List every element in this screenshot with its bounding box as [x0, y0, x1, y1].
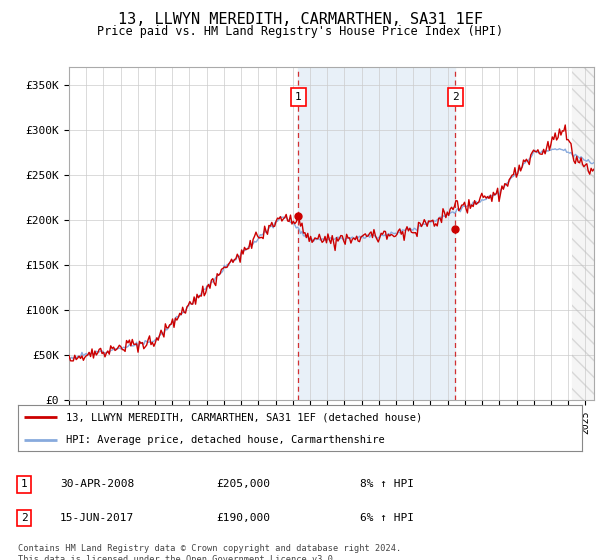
Text: Price paid vs. HM Land Registry's House Price Index (HPI): Price paid vs. HM Land Registry's House … — [97, 25, 503, 38]
Text: 15-JUN-2017: 15-JUN-2017 — [60, 513, 134, 523]
Text: 8% ↑ HPI: 8% ↑ HPI — [360, 479, 414, 489]
Bar — [298, 67, 455, 400]
Text: 1: 1 — [20, 479, 28, 489]
Text: £190,000: £190,000 — [216, 513, 270, 523]
Text: HPI: Average price, detached house, Carmarthenshire: HPI: Average price, detached house, Carm… — [66, 435, 385, 445]
Text: 30-APR-2008: 30-APR-2008 — [60, 479, 134, 489]
Text: 2: 2 — [452, 92, 459, 102]
Bar — [572, 67, 594, 400]
Text: 2: 2 — [20, 513, 28, 523]
Text: 6% ↑ HPI: 6% ↑ HPI — [360, 513, 414, 523]
Text: 13, LLWYN MEREDITH, CARMARTHEN, SA31 1EF: 13, LLWYN MEREDITH, CARMARTHEN, SA31 1EF — [118, 12, 482, 27]
Text: Contains HM Land Registry data © Crown copyright and database right 2024.
This d: Contains HM Land Registry data © Crown c… — [18, 544, 401, 560]
Text: £205,000: £205,000 — [216, 479, 270, 489]
Text: 13, LLWYN MEREDITH, CARMARTHEN, SA31 1EF (detached house): 13, LLWYN MEREDITH, CARMARTHEN, SA31 1EF… — [66, 412, 422, 422]
Text: 1: 1 — [295, 92, 302, 102]
Bar — [572, 67, 594, 400]
